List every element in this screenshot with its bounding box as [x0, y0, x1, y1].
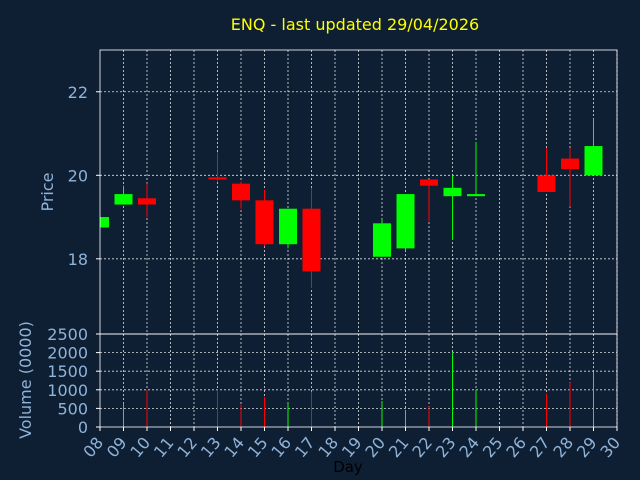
candle-body	[537, 175, 556, 192]
candles	[100, 118, 603, 289]
candle-body	[138, 198, 156, 205]
candle-body	[373, 223, 391, 257]
candle-body	[420, 179, 438, 186]
candle-body	[279, 208, 297, 245]
candle-body	[255, 200, 274, 245]
price-tick-label: 22	[68, 83, 88, 102]
candle-body	[443, 187, 462, 197]
volume-axis-label: Volume (0000)	[16, 321, 35, 439]
candle-body	[232, 183, 250, 201]
candle-body	[302, 208, 321, 272]
volume-tick-label: 1500	[47, 362, 88, 381]
candle-body	[584, 146, 603, 176]
volume-tick-label: 500	[57, 399, 88, 418]
volume-tick-label: 0	[78, 418, 88, 437]
candle-body	[396, 194, 415, 249]
chart-title: ENQ - last updated 29/04/2026	[231, 15, 479, 34]
candle-body	[114, 194, 133, 205]
candle-body	[100, 217, 109, 228]
candle-body	[561, 158, 579, 170]
volume-bars	[123, 352, 594, 427]
x-axis-label: Day	[333, 458, 363, 476]
candle-body	[467, 194, 485, 197]
volume-tick-label: 2000	[47, 344, 88, 363]
price-tick-label: 20	[68, 166, 88, 185]
price-axis-label: Price	[38, 172, 57, 211]
price-tick-label: 18	[68, 250, 88, 269]
volume-tick-label: 1000	[47, 381, 88, 400]
volume-tick-label: 2500	[47, 325, 88, 344]
candle-body	[208, 177, 227, 180]
